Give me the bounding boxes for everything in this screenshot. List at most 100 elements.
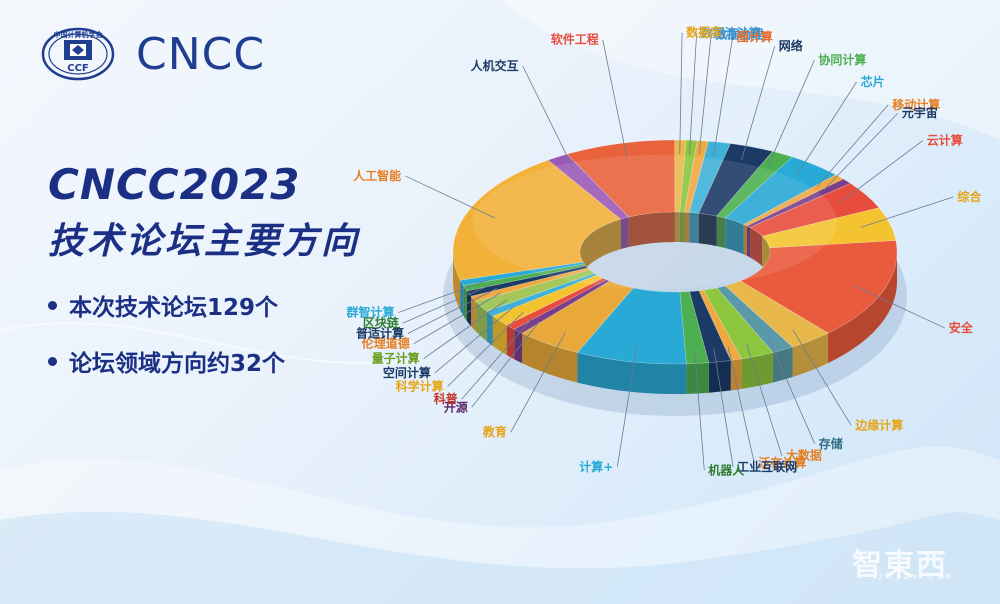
donut-slice-空间计算 <box>486 272 598 317</box>
slice-label-量子计算: 量子计算 <box>372 351 420 366</box>
donut-wall-计算+ <box>577 352 687 394</box>
leader-line-存储 <box>767 337 816 444</box>
slice-label-伦理道德: 伦理道德 <box>362 336 410 351</box>
leader-line-数据治理 <box>698 34 712 155</box>
donut-inner-wall-元宇宙 <box>747 225 751 258</box>
donut-slice-数据流计算 <box>679 139 698 213</box>
slice-label-人机交互: 人机交互 <box>471 58 519 73</box>
slice-label-存储: 存储 <box>818 436 843 451</box>
slice-label-空间计算: 空间计算 <box>383 365 431 380</box>
slice-label-科普: 科普 <box>434 391 458 406</box>
donut-slice-元宇宙 <box>746 178 852 228</box>
donut-slice-群智计算 <box>459 261 585 286</box>
donut-inner-wall-人工智能 <box>580 219 621 282</box>
leader-line-泛在计算 <box>727 346 755 464</box>
slice-label-边缘计算: 边缘计算 <box>854 417 903 432</box>
slice-label-泛在计算: 泛在计算 <box>758 455 806 470</box>
bullet-direction-count: 论坛领域方向约32个 <box>69 351 286 377</box>
leader-line-云计算 <box>840 140 924 203</box>
donut-slice-开源 <box>513 279 611 334</box>
watermark-url: zhidx.com <box>878 572 954 582</box>
donut-inner-wall-图计算 <box>689 212 699 244</box>
donut-inner-wall-数据库 <box>674 212 680 243</box>
slice-label-软件工程: 软件工程 <box>551 32 599 47</box>
donut-slice-人工智能 <box>452 159 622 281</box>
leader-line-图计算 <box>713 36 734 157</box>
slice-label-云计算: 云计算 <box>927 133 963 148</box>
donut-inner-wall-协同计算 <box>716 216 726 249</box>
leader-line-安全 <box>854 285 945 329</box>
bullet-list: 本次技术论坛129个 论坛领域方向约32个 <box>48 288 285 400</box>
donut-wall-存储 <box>772 347 793 383</box>
donut-slice-科普 <box>506 277 607 330</box>
donut-wall-科普 <box>506 325 515 360</box>
leader-line-数据库 <box>679 32 683 155</box>
leader-line-量子计算 <box>423 299 508 359</box>
bullet-dot <box>48 300 57 310</box>
donut-slice-云计算 <box>749 183 880 237</box>
donut-slice-计算+ <box>576 287 687 365</box>
donut-wall-安全 <box>828 252 897 364</box>
leader-line-科普 <box>461 317 533 400</box>
donut-slice-移动计算 <box>743 174 844 227</box>
bullet-item: 论坛领域方向约32个 <box>48 344 285 378</box>
donut-slice-存储 <box>716 285 794 353</box>
leader-line-群智计算 <box>398 278 491 313</box>
donut-wall-开源 <box>514 329 523 364</box>
slice-label-开源: 开源 <box>444 399 468 414</box>
slice-label-普适计算: 普适计算 <box>356 326 404 341</box>
donut-slice-网络 <box>698 143 774 217</box>
page-subtitle: 技术论坛主要方向 <box>48 221 361 262</box>
slice-label-教育: 教育 <box>482 424 507 439</box>
ccf-logo-abbr: CCF <box>67 63 89 74</box>
leader-line-开源 <box>471 321 540 408</box>
donut-slice-芯片 <box>724 156 837 225</box>
leader-line-人工智能 <box>405 175 496 219</box>
slice-label-综合: 综合 <box>957 189 982 204</box>
donut-wall-机器人 <box>686 362 709 394</box>
leader-line-网络 <box>741 46 776 161</box>
slice-label-计算+: 计算+ <box>579 459 613 474</box>
bullet-dot <box>48 356 57 366</box>
leader-line-伦理道德 <box>413 292 501 345</box>
donut-wall-大数据 <box>741 352 773 389</box>
leader-line-综合 <box>860 196 954 228</box>
donut-inner-wall-人机交互 <box>620 217 629 250</box>
slice-label-安全: 安全 <box>949 320 974 335</box>
donut-slice-区块链 <box>462 263 587 292</box>
donut-slice-机器人 <box>679 291 710 365</box>
slice-label-数据治理: 数据治理 <box>715 26 763 41</box>
leader-line-芯片 <box>795 81 857 177</box>
donut-inner-wall-网络 <box>698 213 717 247</box>
leader-line-计算+ <box>616 347 637 468</box>
leader-line-大数据 <box>745 342 783 456</box>
donut-highlight <box>473 155 837 289</box>
donut-inner-wall-数据流计算 <box>679 212 685 243</box>
bullet-forum-count: 本次技术论坛129个 <box>69 295 279 321</box>
leader-line-普适计算 <box>407 288 497 334</box>
slice-label-区块链: 区块链 <box>363 315 400 330</box>
donut-slice-科学计算 <box>492 274 604 326</box>
leader-line-教育 <box>510 332 566 433</box>
donut-wall-区块链 <box>463 285 467 321</box>
cncc-brand: CNCC <box>136 28 266 80</box>
slice-label-数据库: 数据库 <box>686 25 722 40</box>
leader-line-移动计算 <box>817 104 889 187</box>
donut-wall-泛在计算 <box>730 358 742 391</box>
donut-wall-人工智能 <box>453 252 461 311</box>
donut-wall-教育 <box>522 333 578 383</box>
slice-label-网络: 网络 <box>779 38 803 53</box>
slice-label-科学计算: 科学计算 <box>396 378 444 393</box>
donut-slice-工业互联网 <box>689 290 732 364</box>
leader-line-软件工程 <box>602 39 628 158</box>
donut-slice-数据库 <box>674 139 687 213</box>
donut-slice-安全 <box>739 240 898 334</box>
donut-inner-wall-云计算 <box>750 227 763 267</box>
donut-inner-wall-芯片 <box>725 218 744 255</box>
slice-label-数据流计算: 数据流计算 <box>701 25 761 40</box>
slice-label-大数据: 大数据 <box>786 448 822 463</box>
leader-line-区块链 <box>402 283 494 324</box>
leader-line-数据流计算 <box>689 33 698 155</box>
leader-line-人机交互 <box>522 65 574 170</box>
